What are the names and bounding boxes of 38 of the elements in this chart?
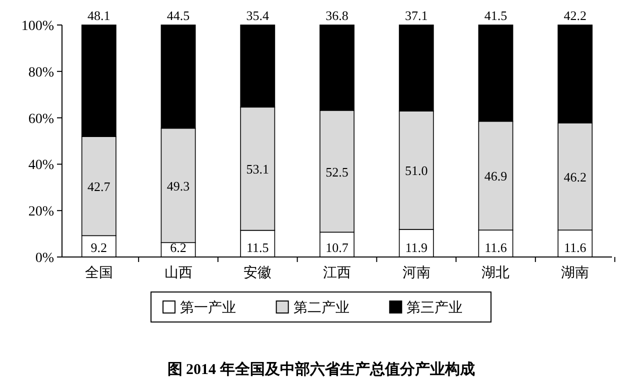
x-tick-label: 安徽 [244,265,272,281]
data-label: 35.4 [246,8,270,23]
data-label: 42.2 [564,8,586,23]
x-tick-label: 山西 [164,265,192,281]
y-tick-label: 0% [35,251,54,266]
data-label: 46.9 [484,168,508,184]
data-label: 10.7 [326,240,349,255]
data-label: 36.8 [326,8,348,23]
data-label: 48.1 [88,8,110,23]
data-label: 49.3 [166,178,190,194]
x-tick-label: 湖北 [482,265,510,281]
legend-label: 第一产业 [180,300,236,316]
data-label: 11.6 [484,240,508,255]
data-label: 37.1 [404,8,428,23]
data-label: 44.5 [166,8,190,23]
x-tick-label: 全国 [84,265,113,281]
data-label: 41.5 [484,8,508,23]
y-tick-label: 100% [21,19,54,34]
data-label: 53.1 [246,162,270,177]
x-tick-label: 湖南 [561,265,590,281]
data-label: 11.9 [405,240,428,255]
data-label: 9.2 [90,240,108,255]
y-tick-label: 60% [28,112,54,127]
y-tick-label: 20% [28,204,54,220]
text: 图 2014 年全国及中部六省生产总值分产业构成 [167,360,475,378]
data-label: 11.6 [564,240,587,255]
data-label: 11.5 [246,240,269,255]
data-label: 46.2 [564,169,586,184]
x-tick-label: 河南 [402,265,430,281]
y-tick-label: 80% [28,65,54,80]
legend-label: 第三产业 [406,300,463,316]
data-label: 52.5 [326,164,348,180]
data-label: 42.7 [88,179,111,194]
data-label: 6.2 [170,240,186,255]
data-label: 51.0 [404,163,428,178]
x-tick-label: 江西 [323,265,351,281]
legend-label: 第二产业 [293,300,350,316]
y-tick-label: 40% [28,158,54,174]
